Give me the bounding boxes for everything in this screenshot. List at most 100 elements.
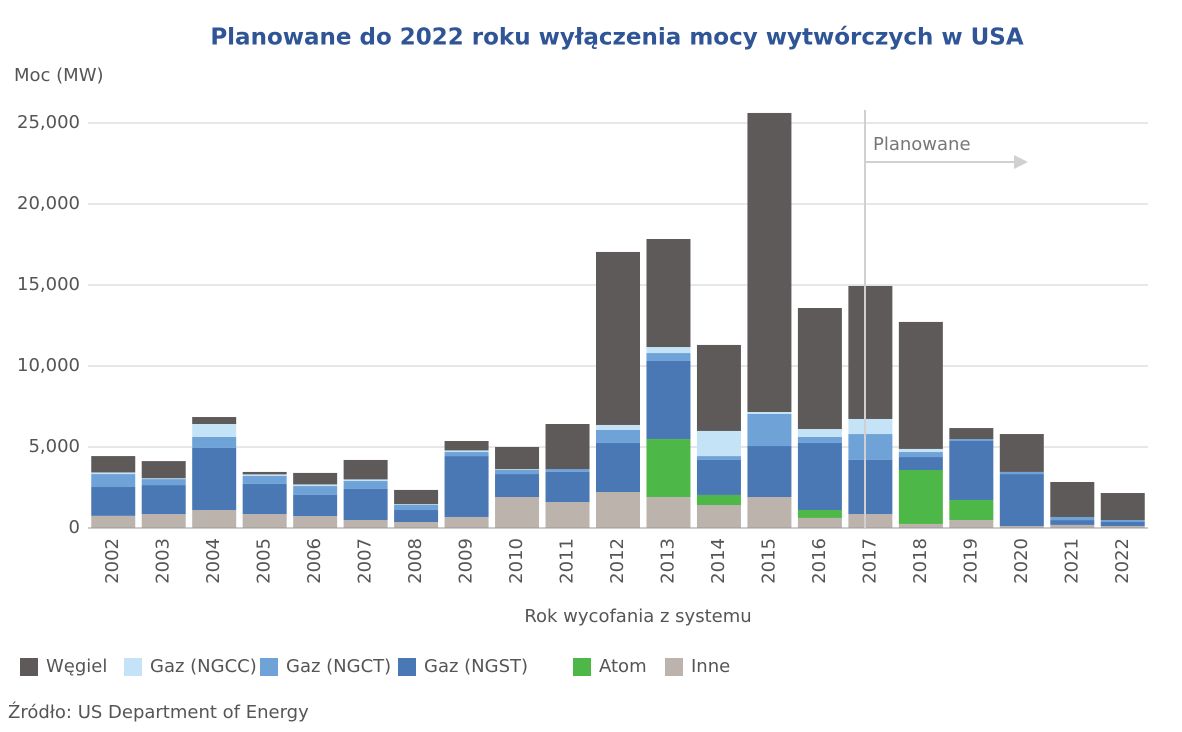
bar-segment: [394, 522, 439, 528]
bar-segment: [293, 472, 338, 485]
bar-segment: [1100, 522, 1145, 527]
bar-segment: [949, 441, 994, 500]
bar-segment: [999, 474, 1044, 527]
bar-segment: [141, 478, 186, 480]
y-tick-label: 15,000: [17, 274, 80, 295]
bar-segment: [848, 459, 893, 515]
bar-segment: [1100, 520, 1145, 523]
bar-segment: [192, 417, 237, 424]
legend-label: Gaz (NGCC): [150, 656, 257, 677]
bar-segment: [596, 251, 640, 425]
legend-label: Gaz (NGCT): [286, 656, 391, 677]
bar-segment: [242, 471, 287, 475]
bar-segment: [293, 486, 338, 495]
bar-segment: [797, 429, 842, 437]
bar-segment: [242, 475, 287, 484]
x-tick-label: 2003: [153, 538, 174, 584]
bar-segment: [596, 429, 640, 443]
planned-arrowhead: [1014, 155, 1028, 169]
bar-segment: [797, 308, 842, 430]
x-tick-label: 2019: [960, 538, 981, 584]
bar-segment: [495, 447, 540, 470]
bar-segment: [999, 434, 1044, 472]
x-tick-label: 2015: [758, 538, 779, 584]
x-tick-label: 2022: [1112, 538, 1133, 584]
bar-segment: [848, 434, 893, 460]
bar-segment: [999, 526, 1044, 528]
bar-segment: [898, 452, 943, 458]
bar-segment: [293, 516, 338, 528]
bar-segment: [1050, 516, 1095, 521]
y-tick-label: 25,000: [17, 112, 80, 133]
legend-label: Węgiel: [46, 656, 107, 677]
bar-segment: [495, 470, 540, 475]
legend-label: Atom: [599, 656, 647, 677]
bar-segment: [495, 474, 540, 498]
bar-segment: [1050, 520, 1095, 525]
bar-segment: [91, 456, 136, 473]
x-tick-label: 2004: [203, 538, 224, 584]
bar-segment: [1050, 481, 1095, 517]
bar-segment: [696, 456, 741, 460]
x-tick-label: 2009: [456, 538, 477, 584]
legend-label: Gaz (NGST): [424, 656, 528, 677]
bar-segment: [394, 504, 439, 505]
bar-segment: [797, 442, 842, 511]
bar-segment: [1100, 526, 1145, 528]
x-tick-label: 2006: [304, 538, 325, 584]
bar-segment: [646, 347, 691, 354]
bar-segment: [747, 497, 792, 528]
bar-segment: [343, 481, 388, 489]
bar-segment: [696, 494, 741, 505]
y-tick-label: 20,000: [17, 193, 80, 214]
bar-segment: [293, 494, 338, 517]
bar-segment: [898, 470, 943, 524]
bar-segment: [1050, 524, 1095, 528]
legend-swatch: [665, 658, 683, 676]
bar-segment: [444, 516, 489, 528]
bar-segment: [596, 424, 640, 430]
bar-segment: [898, 457, 943, 471]
bar-segment: [747, 112, 792, 413]
bar-segment: [848, 514, 893, 528]
y-axis-title: Moc (MW): [14, 65, 104, 86]
x-tick-label: 2005: [254, 538, 275, 584]
bar-segment: [394, 504, 439, 511]
bar-segment: [797, 510, 842, 518]
x-tick-label: 2014: [708, 538, 729, 584]
x-tick-label: 2008: [405, 538, 426, 584]
bar-segment: [1100, 493, 1145, 521]
bar-segment: [949, 439, 994, 442]
chart-title: Planowane do 2022 roku wyłączenia mocy w…: [210, 25, 1024, 51]
bar-segment: [696, 504, 741, 528]
bar-segment: [545, 471, 590, 503]
bar-segment: [141, 461, 186, 479]
legend-label: Inne: [691, 656, 730, 677]
legend-swatch: [260, 658, 278, 676]
y-tick-label: 0: [69, 517, 80, 538]
bar-segment: [444, 456, 489, 517]
bar-segment: [696, 459, 741, 495]
bar-segment: [596, 492, 640, 528]
bar-segment: [898, 321, 943, 449]
bar-segment: [949, 520, 994, 528]
plot-area: 0 5,000 10,000 15,000 20,000 25,000 2002 2003 20…: [17, 112, 1148, 677]
x-tick-label: 2013: [657, 538, 678, 584]
bar-segment: [949, 428, 994, 440]
y-tick-label: 10,000: [17, 355, 80, 376]
bar-segment: [696, 430, 741, 457]
x-tick-label: 2011: [557, 538, 578, 584]
bar-segment: [91, 472, 136, 475]
bar-segment: [545, 423, 590, 470]
bar-segment: [848, 418, 893, 435]
bar-segment: [797, 436, 842, 443]
bar-segment: [91, 515, 136, 528]
legend-swatch: [573, 658, 591, 676]
bar-segment: [545, 469, 590, 472]
bar-segment: [747, 446, 792, 498]
bar-segment: [141, 479, 186, 486]
bar-segment: [343, 488, 388, 521]
x-tick-label: 2012: [607, 538, 628, 584]
legend-swatch: [20, 658, 38, 676]
bar-segment: [394, 489, 439, 505]
